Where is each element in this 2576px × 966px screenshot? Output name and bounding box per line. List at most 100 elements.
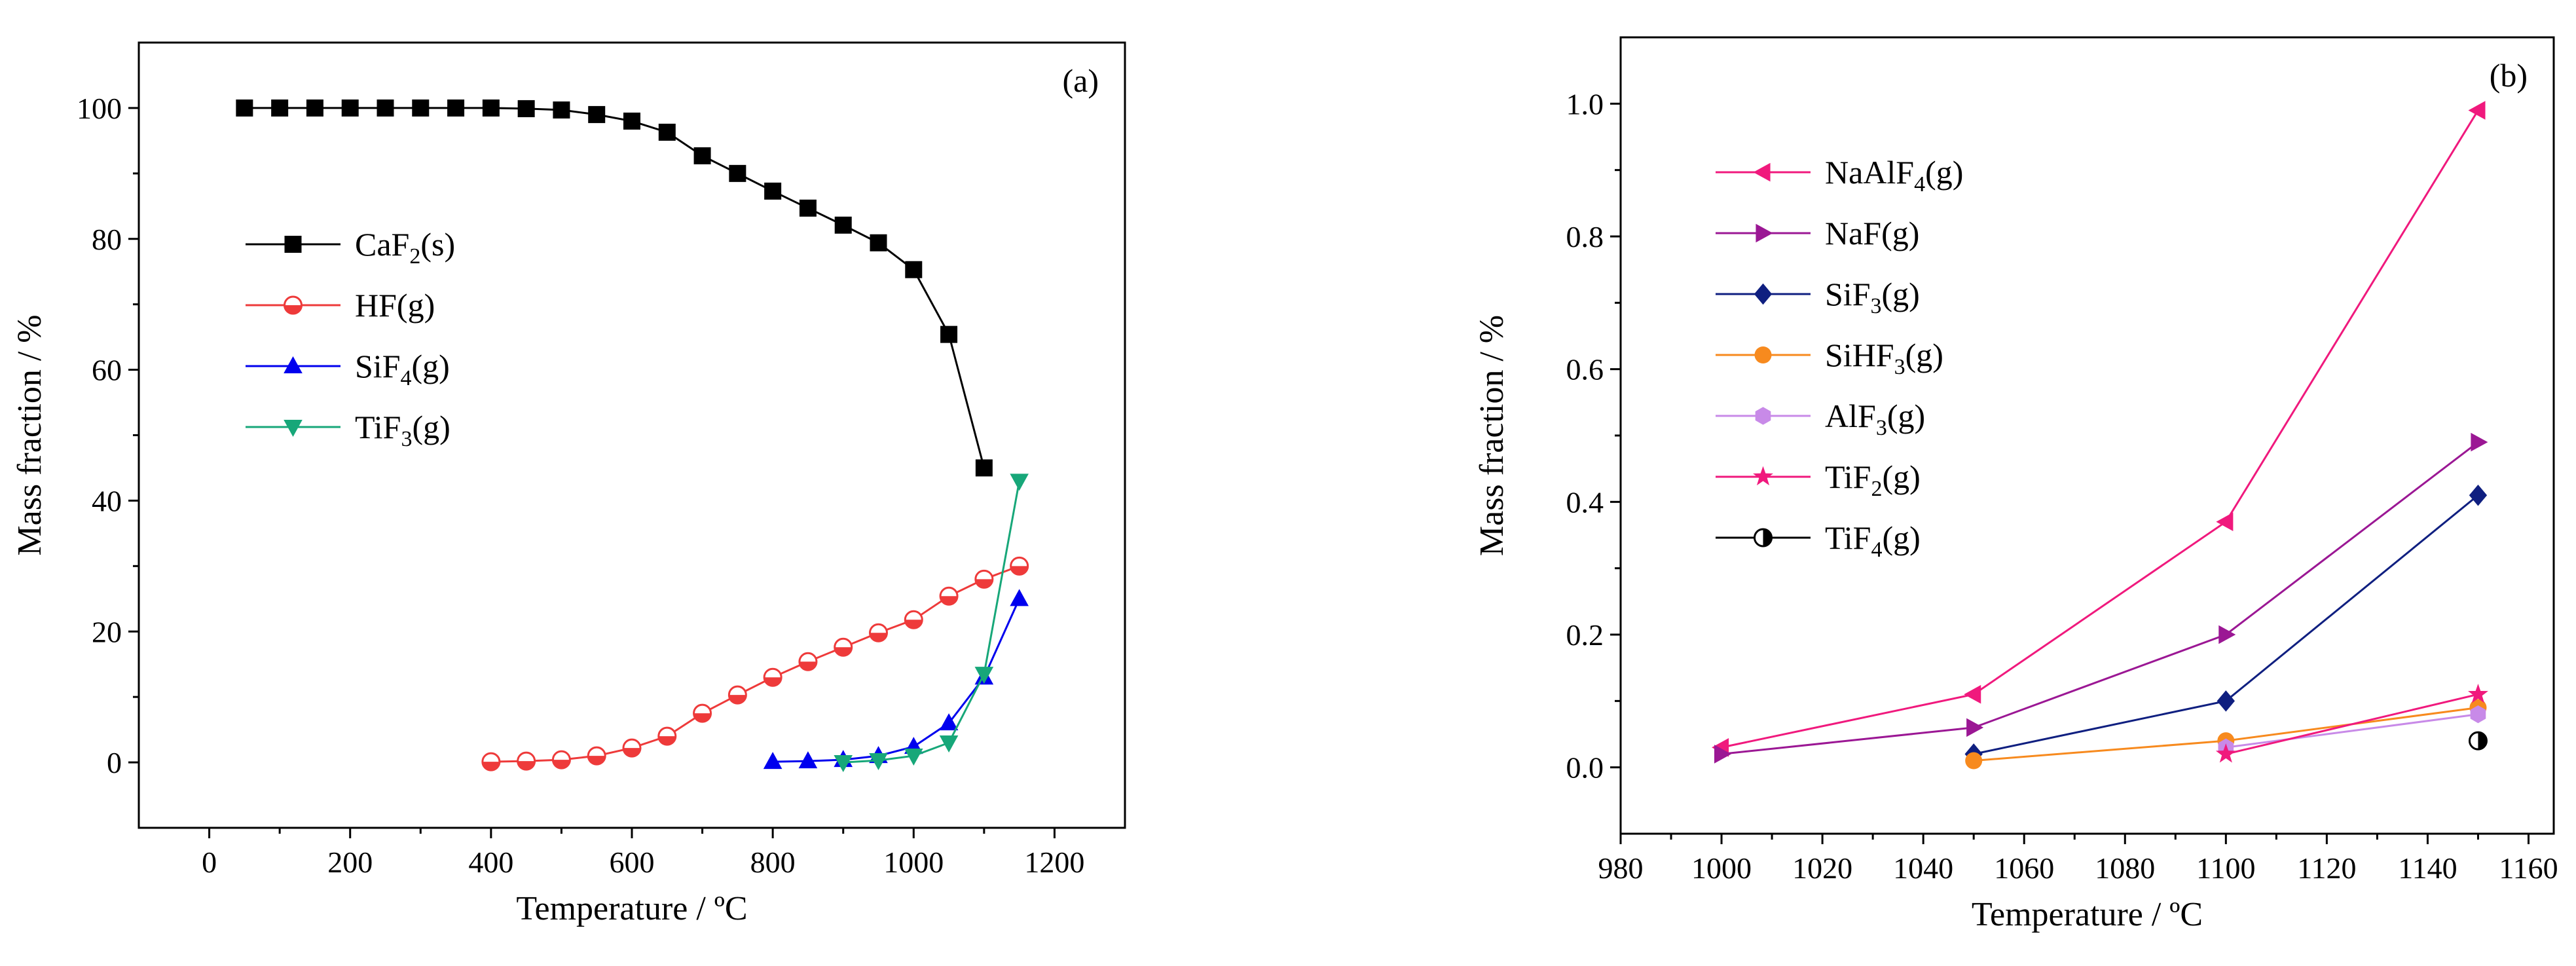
x-tick-label: 1160: [2499, 851, 2558, 885]
series-line-naf-g: [1721, 441, 2479, 755]
y-tick-label: 1.0: [1566, 87, 1604, 121]
data-point-tif2-g: [2468, 683, 2488, 703]
y-axis-label: Mass fraction / %: [1473, 315, 1511, 556]
data-point-tif2-g: [2215, 743, 2236, 763]
y-tick-label: 40: [92, 484, 122, 517]
panel-label: (a): [1063, 62, 1099, 99]
x-axis-label: Temperature / ºC: [516, 890, 747, 927]
data-point-tif3-g: [974, 667, 994, 684]
data-point-caf2-s: [905, 261, 923, 278]
data-point-hf-g: [657, 726, 677, 746]
legend-label-hf-g: HF(g): [355, 287, 435, 324]
legend-label-caf2-s: CaF2(s): [355, 226, 455, 269]
legend-label-alf3-g: AlF3(g): [1825, 398, 1925, 440]
legend-label-sif4-g: SiF4(g): [355, 348, 450, 390]
data-point-sif4-g: [763, 752, 782, 770]
legend-marker-hf-g: [284, 295, 303, 315]
legend-marker-alf3-g: [1755, 407, 1771, 425]
data-point-tif3-g: [834, 755, 853, 773]
data-point-caf2-s: [975, 459, 993, 477]
data-point-tif4-g: [2468, 731, 2488, 751]
data-point-sif4-g: [798, 751, 818, 769]
data-point-sif3-g: [2217, 690, 2235, 712]
data-point-naf-g: [1714, 745, 1732, 764]
data-point-caf2-s: [236, 99, 253, 117]
legend-label-tif4-g: TiF4(g): [1825, 519, 1921, 562]
data-point-caf2-s: [517, 100, 535, 117]
x-tick-label: 200: [327, 845, 373, 879]
legend-marker-naalf4-g: [1753, 162, 1771, 182]
data-point-caf2-s: [341, 99, 359, 117]
data-point-hf-g: [481, 752, 501, 771]
x-tick-label: 1080: [2095, 851, 2155, 885]
legend-marker-tif4-g: [1754, 528, 1773, 548]
legend-marker-naf-g: [1756, 223, 1773, 243]
data-point-hf-g: [1010, 556, 1029, 576]
x-tick-label: 0: [202, 845, 217, 879]
y-tick-label: 0: [107, 746, 122, 779]
legend-marker-sif3-g: [1754, 283, 1773, 305]
series-line-caf2-s: [244, 107, 985, 468]
legend-marker-sif4-g: [284, 356, 303, 374]
y-axis-label: Mass fraction / %: [11, 314, 48, 555]
data-point-caf2-s: [729, 164, 746, 182]
data-point-naf-g: [1966, 718, 1984, 737]
y-tick-label: 0.8: [1566, 220, 1604, 253]
data-point-hf-g: [587, 746, 606, 766]
data-point-naalf4-g: [2216, 512, 2234, 532]
data-point-hf-g: [798, 652, 818, 671]
data-point-hf-g: [622, 738, 642, 758]
x-tick-label: 1060: [1994, 851, 2054, 885]
legend-label-sif3-g: SiF3(g): [1825, 276, 1920, 318]
data-point-hf-g: [939, 586, 959, 606]
data-point-hf-g: [693, 703, 712, 723]
y-tick-label: 0.4: [1566, 485, 1604, 519]
data-point-hf-g: [974, 569, 994, 589]
data-point-hf-g: [904, 610, 923, 629]
data-point-caf2-s: [940, 325, 958, 343]
data-point-tif3-g: [869, 753, 888, 771]
series-line-alf3-g: [2226, 713, 2478, 749]
data-point-tif3-g: [904, 749, 923, 766]
x-tick-label: 800: [750, 845, 796, 879]
data-point-caf2-s: [482, 99, 500, 117]
data-point-caf2-s: [834, 216, 852, 234]
x-tick-label: 1040: [1893, 851, 1953, 885]
data-point-hf-g: [763, 667, 782, 687]
y-tick-label: 0.6: [1566, 353, 1604, 386]
data-point-caf2-s: [623, 112, 640, 130]
data-point-caf2-s: [693, 147, 711, 164]
series-line-tif2-g: [2225, 693, 2478, 755]
legend-marker-caf2-s: [284, 236, 302, 253]
legend-marker-tif2-g: [1753, 466, 1773, 486]
data-point-tif3-g: [939, 735, 959, 753]
x-tick-label: 1000: [1691, 851, 1752, 885]
x-tick-label: 1140: [2398, 851, 2457, 885]
x-tick-label: 1100: [2196, 851, 2255, 885]
data-point-caf2-s: [764, 182, 782, 200]
y-tick-label: 100: [77, 92, 122, 125]
y-tick-label: 80: [92, 223, 122, 256]
data-point-hf-g: [727, 685, 747, 705]
x-tick-label: 980: [1598, 851, 1644, 885]
series-line-tif3-g: [843, 481, 1021, 764]
y-tick-label: 0.2: [1566, 618, 1604, 652]
x-tick-label: 1200: [1024, 845, 1084, 879]
data-point-naf-g: [2218, 625, 2236, 644]
data-point-hf-g: [834, 637, 853, 657]
data-point-caf2-s: [271, 99, 289, 117]
data-point-caf2-s: [306, 99, 323, 117]
data-point-hf-g: [551, 750, 571, 770]
data-point-hf-g: [517, 751, 536, 771]
legend-marker-tif3-g: [284, 419, 303, 437]
x-tick-label: 1020: [1792, 851, 1852, 885]
legend-marker-sihf3-g: [1754, 346, 1772, 363]
y-tick-label: 20: [92, 615, 122, 648]
legend-label-naalf4-g: NaAlF4(g): [1825, 154, 1963, 196]
legend-label-tif2-g: TiF2(g): [1825, 458, 1921, 501]
legend-label-sihf3-g: SiHF3(g): [1825, 337, 1943, 379]
series-line-hf-g: [490, 565, 1020, 763]
chart-panel-b: 980 1000 1020 1040 1060 1080 1100 1120 1140 1160 0…: [1473, 36, 2558, 933]
y-tick-label: 0.0: [1566, 751, 1604, 785]
